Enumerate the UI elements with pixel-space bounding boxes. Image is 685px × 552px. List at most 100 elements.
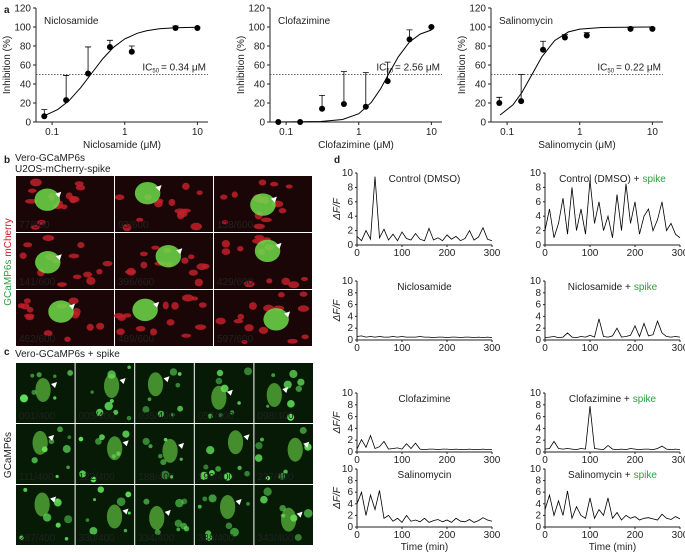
cell (125, 491, 132, 498)
cell (287, 400, 295, 408)
image-tile: 188/400 (135, 424, 194, 484)
arrowhead (178, 442, 185, 449)
image-tile: 396/600 (115, 233, 213, 289)
cell (79, 470, 87, 478)
image-tile: 462/600 (16, 290, 114, 346)
cell (171, 302, 179, 310)
cell (237, 245, 244, 252)
cell (283, 469, 288, 475)
green-cell (147, 372, 164, 397)
y-tick-label: 80 (254, 42, 266, 53)
image-background (16, 424, 75, 484)
cell (30, 373, 35, 378)
ic50-value: = 0.22 μM (616, 63, 661, 74)
y-tick-label: 6 (535, 412, 541, 423)
chart-title: Salinomycin (398, 470, 452, 481)
data-point (172, 24, 179, 31)
cell (116, 497, 126, 506)
image-tile: 330/400 (75, 485, 135, 545)
ic50-value: = 0.34 μM (161, 63, 206, 74)
y-tick-label: 120 (248, 4, 265, 15)
cell (278, 472, 286, 480)
green-cell (35, 378, 51, 403)
x-tick-label: 200 (439, 248, 456, 259)
y-tick-label: 10 (342, 388, 354, 399)
cell (237, 313, 245, 320)
y-tick-label: 4 (535, 499, 541, 510)
cell (19, 394, 28, 403)
cell (221, 248, 231, 255)
cell (127, 511, 131, 515)
cell (126, 415, 132, 421)
cell (42, 235, 55, 242)
x-tick-label: 0.1 (279, 127, 293, 138)
cell (197, 504, 202, 509)
frame-label: 396/600 (118, 277, 155, 288)
frame-label: 001/400 (19, 411, 56, 422)
y-axis-label: ΔF/F (332, 411, 343, 435)
data-point (85, 70, 92, 77)
image-tile: 93/600 (114, 176, 213, 232)
y-tick-label: 10 (530, 464, 542, 475)
data-point (384, 78, 391, 85)
cell (285, 184, 293, 189)
chart-title: Control (DMSO) + spike (559, 174, 666, 185)
y-tick-label: 10 (342, 464, 354, 475)
x-tick-label: 100 (582, 343, 599, 354)
cell (48, 438, 55, 445)
cell (301, 334, 309, 340)
x-tick-label: 0 (354, 343, 360, 354)
arrowhead (163, 376, 170, 383)
y-tick-label: 8 (535, 182, 541, 193)
y-tick-label: 4 (535, 423, 541, 434)
data-point (275, 119, 282, 125)
cell (220, 194, 228, 200)
cell (62, 445, 71, 453)
y-tick-label: 0 (535, 240, 541, 251)
arrowhead (282, 387, 289, 394)
cell (229, 410, 235, 415)
frame-label: 462/600 (19, 334, 56, 345)
cell (20, 303, 30, 310)
ic50-text: IC (142, 63, 152, 74)
y-tick-label: 120 (469, 4, 486, 15)
y-tick-label: 4 (535, 311, 541, 322)
cell (113, 409, 119, 415)
ic50-annotation: IC50 = 2.56 μM (376, 63, 440, 75)
y-tick-label: 10 (530, 168, 542, 179)
frame-label: 334/400 (138, 533, 175, 544)
x-tick-label: 100 (394, 530, 411, 541)
frame-label: 035/400 (138, 411, 175, 422)
error-bar (340, 71, 347, 104)
green-cell (106, 504, 123, 529)
green-cell (263, 308, 289, 331)
cell (31, 457, 38, 464)
arrowhead (296, 511, 303, 518)
x-tick-label: 100 (582, 248, 599, 259)
cell (295, 385, 303, 392)
chart-title: Niclosamide + spike (568, 282, 658, 293)
frame-label: 188/400 (138, 472, 175, 483)
cell (287, 413, 295, 421)
cell (246, 502, 250, 506)
cell (221, 239, 230, 248)
cell (83, 271, 93, 278)
arrowhead (51, 382, 58, 389)
arrowhead (68, 303, 75, 310)
cell (208, 494, 217, 503)
cell (260, 217, 272, 223)
title-suffix: spike (634, 470, 658, 481)
cell (179, 457, 183, 461)
x-tick-label: 0 (542, 248, 548, 259)
frame-label: 429/600 (217, 277, 254, 288)
y-tick-label: 20 (20, 99, 32, 110)
cell (147, 397, 152, 402)
arrowhead (164, 509, 171, 516)
y-tick-label: 0 (480, 118, 486, 129)
cell (30, 224, 40, 230)
data-point (41, 113, 48, 120)
x-tick-label: 100 (394, 343, 411, 354)
y-tick-label: 10 (342, 168, 354, 179)
y-axis-label: ΔF/F (332, 486, 343, 510)
x-tick-label: 100 (582, 455, 599, 466)
